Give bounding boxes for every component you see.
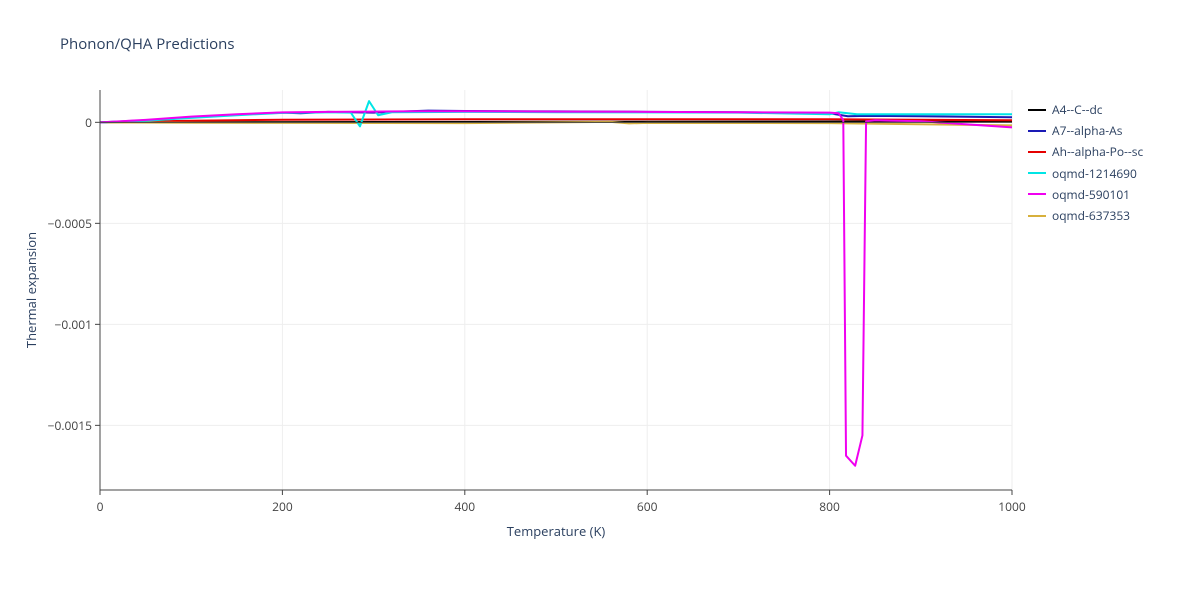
legend-item[interactable]: oqmd-1214690 (1028, 164, 1143, 183)
plot-area[interactable] (100, 90, 1012, 490)
y-tick-label: −0.001 (55, 316, 92, 333)
legend-item[interactable]: A4--C--dc (1028, 100, 1143, 119)
x-tick-label: 0 (85, 498, 115, 515)
legend-swatch (1028, 172, 1046, 174)
legend-swatch (1028, 193, 1046, 195)
chart-container: Phonon/QHA Predictions 0 −0.0005 −0.001 −0.… (0, 0, 1200, 600)
x-tick-label: 600 (632, 498, 662, 515)
legend-item[interactable]: Ah--alpha-Po--sc (1028, 142, 1143, 161)
legend-label: A4--C--dc (1052, 100, 1103, 119)
legend-swatch (1028, 130, 1046, 132)
x-tick-label: 400 (450, 498, 480, 515)
legend-label: oqmd-590101 (1052, 185, 1130, 204)
legend-swatch (1028, 151, 1046, 153)
legend-label: Ah--alpha-Po--sc (1052, 142, 1143, 161)
series-line[interactable] (100, 111, 1012, 466)
y-tick-label: −0.0005 (48, 215, 92, 232)
y-tick-label: 0 (85, 114, 92, 131)
legend-label: oqmd-637353 (1052, 206, 1130, 225)
x-tick-label: 1000 (997, 498, 1027, 515)
legend-swatch (1028, 109, 1046, 111)
legend-item[interactable]: oqmd-637353 (1028, 206, 1143, 225)
legend-item[interactable]: oqmd-590101 (1028, 185, 1143, 204)
legend-item[interactable]: A7--alpha-As (1028, 121, 1143, 140)
legend: A4--C--dc A7--alpha-As Ah--alpha-Po--sc oqm… (1028, 100, 1143, 227)
y-tick-label: −0.0015 (48, 417, 92, 434)
x-tick-label: 800 (815, 498, 845, 515)
x-axis-label: Temperature (K) (496, 522, 616, 540)
chart-svg (100, 90, 1012, 490)
y-axis-label: Thermal expansion (22, 230, 40, 350)
legend-label: oqmd-1214690 (1052, 164, 1137, 183)
legend-swatch (1028, 215, 1046, 217)
x-tick-label: 200 (267, 498, 297, 515)
chart-title: Phonon/QHA Predictions (60, 34, 235, 54)
legend-label: A7--alpha-As (1052, 121, 1122, 140)
